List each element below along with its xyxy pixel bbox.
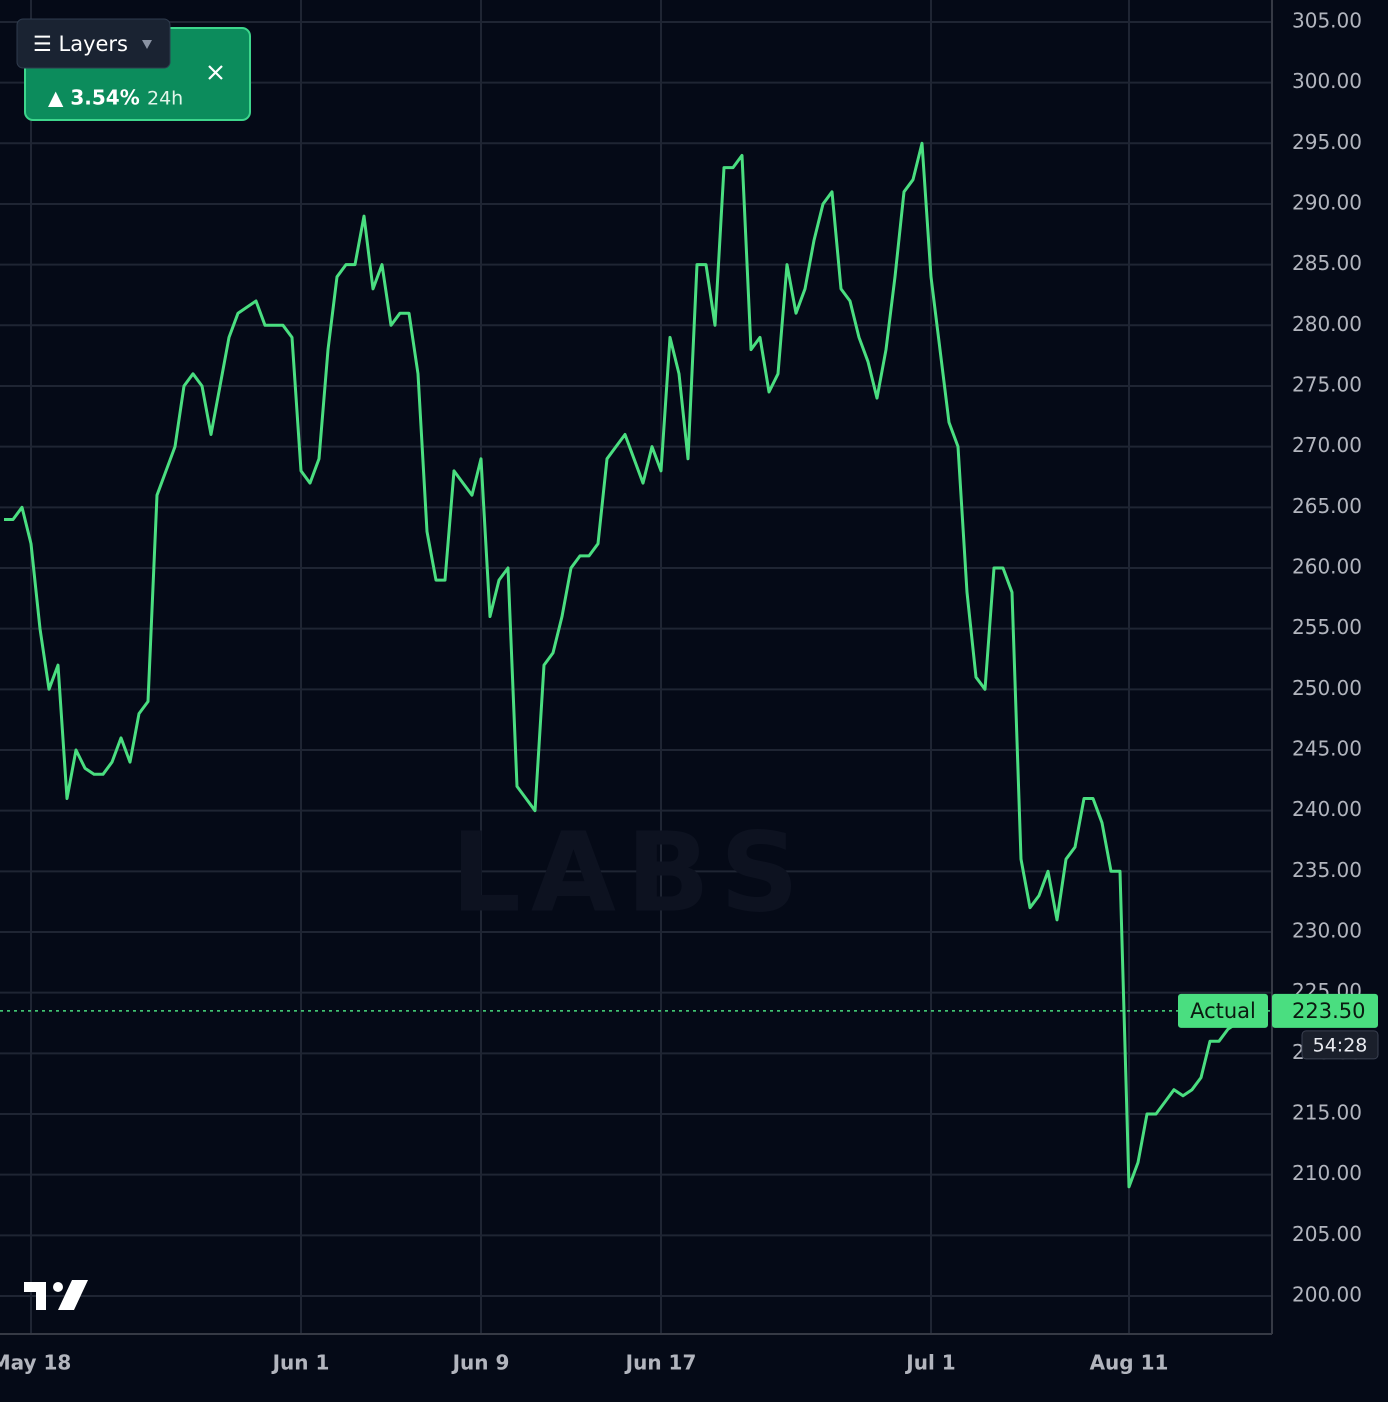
- y-tick-label: 305.00: [1292, 8, 1362, 32]
- y-tick-label: 295.00: [1292, 130, 1362, 154]
- x-tick-label: Jul 1: [904, 1351, 955, 1375]
- countdown-box: [1301, 1030, 1379, 1060]
- y-tick-label: 210.00: [1292, 1161, 1362, 1185]
- logo-part: [58, 1280, 88, 1310]
- y-tick-label: 260.00: [1292, 554, 1362, 578]
- axis: 200.00205.00210.00215.00220.00225.00230.…: [0, 8, 1379, 1375]
- plot: [0, 141, 1272, 1189]
- y-tick-label: 255.00: [1292, 615, 1362, 639]
- button-label[interactable]: ☰ Layers: [33, 32, 128, 56]
- y-tick-label: 230.00: [1292, 919, 1362, 943]
- y-tick-label: 205.00: [1292, 1222, 1362, 1246]
- y-tick-label: 300.00: [1292, 69, 1362, 93]
- logo-part: [53, 1282, 63, 1292]
- countdown: 54:28: [1313, 1034, 1368, 1056]
- price-tag-label: 223.50: [1292, 999, 1365, 1023]
- series-name: Actual: [1190, 999, 1256, 1023]
- y-tick-label: 285.00: [1292, 251, 1362, 275]
- price-tag: [1272, 993, 1378, 1028]
- x-tick-label: May 18: [0, 1351, 71, 1375]
- y-tick-label: 270.00: [1292, 433, 1362, 457]
- y-tick-label: 245.00: [1292, 736, 1362, 760]
- price-line: [4, 141, 1247, 1189]
- grid: [0, 0, 1272, 1334]
- y-tick-label: 250.00: [1292, 676, 1362, 700]
- y-tick-label: 235.00: [1292, 858, 1362, 882]
- button[interactable]: [16, 18, 171, 69]
- x-tick-label: Aug 11: [1090, 1351, 1169, 1375]
- period: 24h: [147, 88, 183, 110]
- y-tick-label: 265.00: [1292, 494, 1362, 518]
- y-tick-label: 200.00: [1292, 1283, 1362, 1307]
- close-icon[interactable]: [208, 65, 223, 80]
- caret: [142, 40, 152, 49]
- x-tick-label: Jun 17: [624, 1351, 697, 1375]
- layers-button[interactable]: ☰ Layers: [16, 18, 171, 69]
- x-tick-label: Jun 1: [271, 1351, 330, 1375]
- series-tag: [1178, 993, 1268, 1028]
- y-tick-label: 290.00: [1292, 190, 1362, 214]
- y-tick-label: 240.00: [1292, 797, 1362, 821]
- x-tick-label: Jun 9: [451, 1351, 510, 1375]
- y-tick-label: 280.00: [1292, 312, 1362, 336]
- y-tick-label: 275.00: [1292, 372, 1362, 396]
- tv-logo: [24, 1280, 88, 1310]
- change: ▲ 3.54%: [48, 86, 140, 110]
- logo-part: [24, 1282, 46, 1310]
- watermark: LABS: [451, 808, 809, 936]
- y-tick-label: 215.00: [1292, 1101, 1362, 1125]
